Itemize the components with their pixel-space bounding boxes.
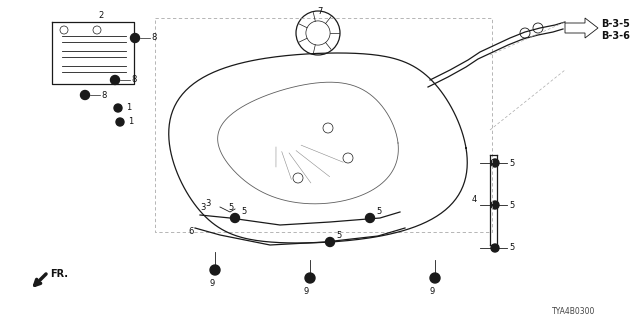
Circle shape (131, 34, 140, 43)
Text: 5: 5 (241, 207, 246, 217)
Text: 1: 1 (126, 103, 131, 113)
Text: 6: 6 (188, 228, 193, 236)
Circle shape (491, 159, 499, 167)
Text: 9: 9 (209, 279, 214, 289)
Circle shape (326, 237, 335, 246)
Circle shape (491, 201, 499, 209)
Text: 8: 8 (151, 34, 156, 43)
Circle shape (111, 76, 120, 84)
Text: 5: 5 (509, 201, 515, 210)
Text: 4: 4 (472, 196, 477, 204)
Circle shape (81, 91, 90, 100)
Text: FR.: FR. (50, 269, 68, 279)
Text: 8: 8 (101, 91, 106, 100)
Text: 7: 7 (317, 7, 323, 17)
Circle shape (365, 213, 374, 222)
Circle shape (230, 213, 239, 222)
Text: 9: 9 (304, 287, 309, 297)
Text: B-3-6: B-3-6 (601, 31, 630, 41)
Circle shape (116, 118, 124, 126)
Text: B-3-5: B-3-5 (601, 19, 630, 29)
Circle shape (491, 244, 499, 252)
Circle shape (210, 265, 220, 275)
Text: 3: 3 (205, 199, 211, 209)
Text: 5: 5 (228, 204, 233, 212)
Text: 5: 5 (336, 231, 341, 241)
Text: 5: 5 (509, 244, 515, 252)
Circle shape (430, 273, 440, 283)
Text: 1: 1 (128, 117, 133, 126)
Text: 3: 3 (200, 204, 205, 212)
Text: 2: 2 (98, 12, 103, 20)
Text: TYA4B0300: TYA4B0300 (552, 308, 595, 316)
Text: 8: 8 (131, 76, 136, 84)
Circle shape (114, 104, 122, 112)
Circle shape (305, 273, 315, 283)
Text: 9: 9 (429, 287, 435, 297)
Text: 5: 5 (509, 158, 515, 167)
Text: 5: 5 (376, 207, 381, 217)
